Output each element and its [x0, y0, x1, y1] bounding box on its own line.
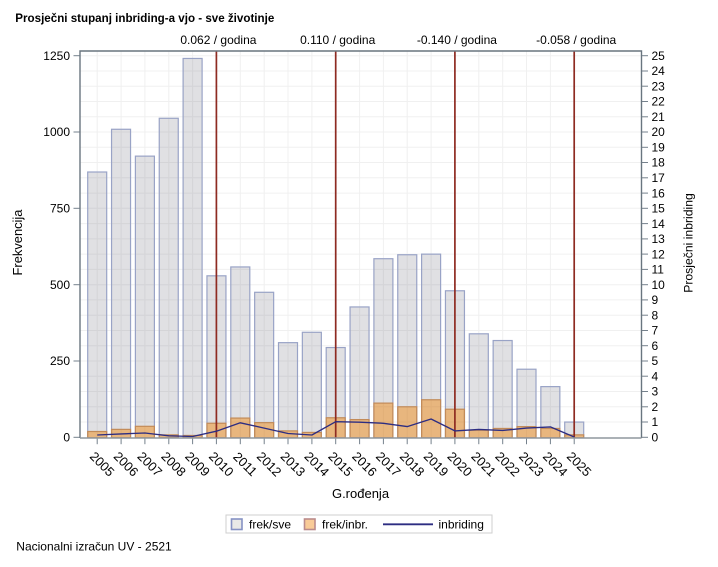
svg-text:13: 13	[652, 232, 666, 246]
svg-text:1250: 1250	[43, 49, 70, 63]
svg-text:G.rođenja: G.rođenja	[332, 486, 390, 501]
svg-text:10: 10	[652, 278, 666, 292]
svg-text:21: 21	[652, 110, 666, 124]
svg-text:25: 25	[652, 49, 666, 63]
svg-text:frek/inbr.: frek/inbr.	[322, 518, 368, 532]
svg-text:19: 19	[652, 141, 666, 155]
svg-text:-0.140 / godina: -0.140 / godina	[417, 33, 497, 47]
svg-text:inbriding: inbriding	[439, 518, 484, 532]
svg-text:17: 17	[652, 171, 666, 185]
svg-text:Prosječni stupanj inbriding-a: Prosječni stupanj inbriding-a vjo - sve …	[15, 12, 275, 25]
svg-text:0.062 / godina: 0.062 / godina	[180, 33, 256, 47]
svg-text:5: 5	[652, 354, 659, 368]
svg-text:0: 0	[652, 431, 659, 445]
svg-text:1: 1	[652, 415, 659, 429]
svg-text:8: 8	[652, 308, 659, 322]
svg-text:750: 750	[50, 202, 70, 216]
svg-text:15: 15	[652, 202, 666, 216]
svg-text:9: 9	[652, 293, 659, 307]
svg-text:1000: 1000	[43, 125, 70, 139]
svg-text:Prosječni inbriding: Prosječni inbriding	[681, 193, 695, 293]
svg-text:3: 3	[652, 385, 659, 399]
svg-text:250: 250	[50, 354, 70, 368]
svg-text:Nacionalni izračun UV - 2521: Nacionalni izračun UV - 2521	[16, 540, 172, 554]
svg-text:20: 20	[652, 125, 666, 139]
svg-text:14: 14	[652, 217, 666, 231]
svg-text:7: 7	[652, 324, 659, 338]
svg-text:4: 4	[652, 369, 659, 383]
svg-text:2: 2	[652, 400, 659, 414]
svg-text:12: 12	[652, 247, 666, 261]
svg-text:6: 6	[652, 339, 659, 353]
svg-text:-0.058 / godina: -0.058 / godina	[536, 33, 616, 47]
svg-text:0: 0	[63, 431, 70, 445]
svg-text:22: 22	[652, 95, 666, 109]
svg-text:0.110 / godina: 0.110 / godina	[300, 33, 376, 47]
svg-text:500: 500	[50, 278, 70, 292]
svg-text:11: 11	[652, 263, 665, 277]
svg-text:16: 16	[652, 186, 666, 200]
svg-text:Frekvencija: Frekvencija	[10, 209, 25, 276]
svg-text:18: 18	[652, 156, 666, 170]
svg-text:24: 24	[652, 64, 666, 78]
svg-text:frek/sve: frek/sve	[249, 518, 291, 532]
svg-text:23: 23	[652, 79, 666, 93]
